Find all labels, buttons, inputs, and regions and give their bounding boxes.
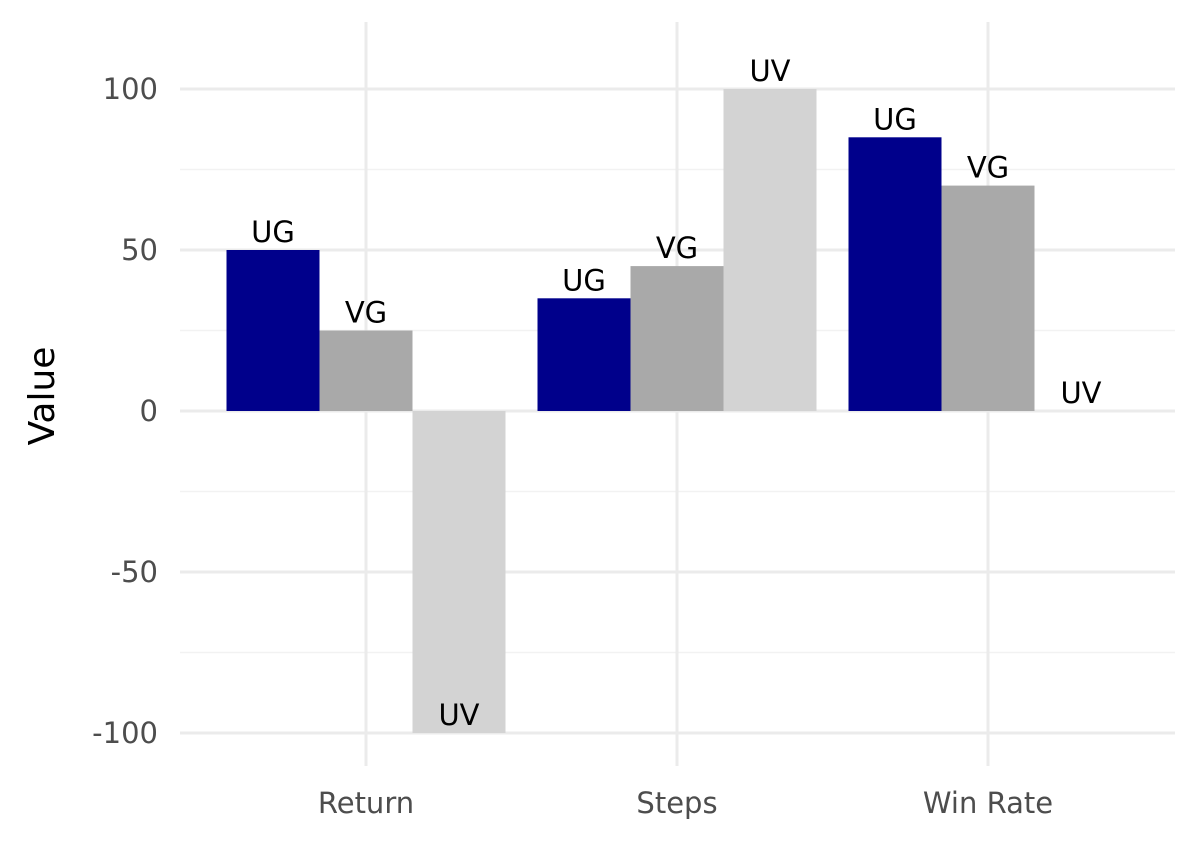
y-axis-ticks: -100 -50 0 50 100	[92, 72, 158, 750]
y-tick-label: -50	[111, 555, 158, 589]
bar-label: UG	[251, 215, 295, 249]
bar	[848, 137, 942, 412]
x-tick-label: Steps	[636, 786, 717, 820]
bar-labels: UG VG UV UG VG UV UG VG UV	[251, 54, 1102, 732]
bar	[412, 411, 506, 733]
y-tick-label: -100	[92, 716, 158, 750]
y-tick-label: 100	[103, 72, 158, 106]
x-axis-ticks: Return Steps Win Rate	[318, 786, 1053, 820]
bar-label: VG	[345, 296, 387, 330]
bar-label: VG	[656, 231, 698, 265]
x-tick-label: Return	[318, 786, 414, 820]
y-tick-label: 0	[140, 394, 158, 428]
bar	[723, 89, 817, 411]
bar	[941, 185, 1035, 411]
bar	[226, 250, 320, 411]
bar	[630, 266, 724, 411]
bar-label: VG	[967, 151, 1009, 185]
y-tick-label: 50	[121, 233, 158, 267]
bar-label: UV	[1060, 376, 1101, 410]
bar-label: UG	[562, 263, 606, 297]
bar-label: UV	[749, 54, 790, 88]
bars	[226, 89, 1128, 733]
bar-label: UV	[438, 698, 479, 732]
y-axis-label: Value	[22, 347, 63, 446]
bar-label: UG	[873, 102, 917, 136]
bar	[319, 330, 413, 411]
x-tick-label: Win Rate	[923, 786, 1053, 820]
bar	[537, 298, 631, 411]
